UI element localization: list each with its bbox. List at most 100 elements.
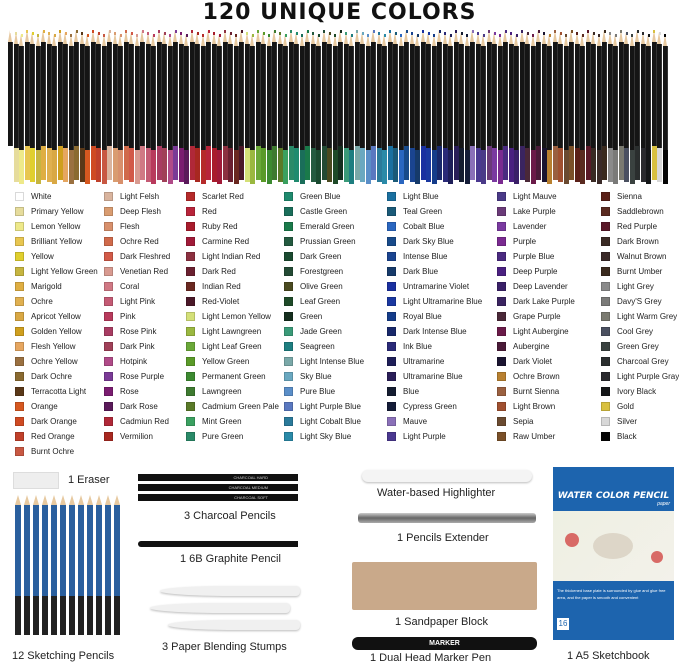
- color-swatch: [104, 282, 113, 291]
- sketchbook-subtitle: paper: [657, 501, 670, 507]
- color-item: Cadmiun Red: [104, 414, 170, 429]
- color-swatch: [186, 282, 195, 291]
- pencil: [382, 34, 387, 184]
- color-swatch: [104, 222, 113, 231]
- color-item: Pink: [104, 309, 170, 324]
- color-swatch: [15, 387, 24, 396]
- pencil: [437, 30, 442, 180]
- color-swatch: [186, 297, 195, 306]
- color-name: Leaf Green: [300, 297, 341, 306]
- color-swatch: [15, 222, 24, 231]
- color-name: Red Orange: [31, 432, 75, 441]
- sandpaper-block: [352, 562, 537, 610]
- color-name: Deep Flesh: [120, 207, 161, 216]
- color-item: Seagreen: [284, 339, 364, 354]
- color-name: Terracotta Light: [31, 387, 87, 396]
- color-swatch: [601, 357, 610, 366]
- color-name: Forestgreen: [300, 267, 344, 276]
- color-name: Indian Red: [202, 282, 241, 291]
- pencil: [574, 32, 580, 182]
- color-swatch: [497, 327, 506, 336]
- pencil: [338, 30, 343, 180]
- color-swatch: [104, 417, 113, 426]
- pencil: [530, 34, 536, 184]
- color-item: Ivory Black: [601, 384, 679, 399]
- color-name: Light Brown: [513, 402, 556, 411]
- pencil: [409, 32, 415, 182]
- color-name: Prussian Green: [300, 237, 356, 246]
- color-name: Light Blue: [403, 192, 439, 201]
- color-swatch: [497, 312, 506, 321]
- pencil: [30, 32, 35, 182]
- color-name: Cadmiun Red: [120, 417, 169, 426]
- sketchbook-title: WATER COLOR PENCIL: [557, 491, 670, 501]
- color-name: Cool Grey: [617, 327, 654, 336]
- pencil: [607, 32, 613, 182]
- color-swatch: [284, 237, 293, 246]
- pencil: [332, 34, 338, 184]
- pencil: [486, 30, 492, 180]
- color-name: Light Yellow Green: [31, 267, 98, 276]
- pencil: [151, 34, 156, 184]
- color-name: Rose Purple: [120, 372, 165, 381]
- color-item: Primary Yellow: [15, 204, 98, 219]
- color-name: Raw Umber: [513, 432, 556, 441]
- pencil: [591, 32, 596, 182]
- color-item: Teal Green: [387, 204, 482, 219]
- color-name: Lake Purple: [513, 207, 556, 216]
- color-item: Purple: [497, 234, 575, 249]
- color-swatch: [497, 417, 506, 426]
- pencil: [613, 34, 618, 184]
- pencil: [497, 34, 503, 184]
- color-name: Rose: [120, 387, 139, 396]
- pencil: [596, 34, 602, 184]
- color-column: Light Felsh Deep Flesh Flesh Ochre Red Dark …: [104, 189, 170, 444]
- color-item: Light Purple: [387, 429, 482, 444]
- color-swatch: [387, 402, 396, 411]
- color-item: Prussian Green: [284, 234, 364, 249]
- color-name: Hotpink: [120, 357, 148, 366]
- pencil: [305, 30, 310, 180]
- color-swatch: [284, 222, 293, 231]
- color-swatch: [387, 282, 396, 291]
- pencil: [453, 30, 459, 180]
- color-swatch: [284, 342, 293, 351]
- color-name: Light Ultramarine Blue: [403, 297, 483, 306]
- color-swatch: [601, 387, 610, 396]
- color-name: Yellow: [31, 252, 54, 261]
- pencil: [255, 30, 261, 180]
- color-item: Ochre: [15, 294, 98, 309]
- color-item: Dark Blue: [387, 264, 482, 279]
- color-swatch: [497, 282, 506, 291]
- color-name: Purple: [513, 237, 537, 246]
- blending-stump: [150, 603, 290, 613]
- color-swatch: [186, 432, 195, 441]
- color-item: Light Mauve: [497, 189, 575, 204]
- color-swatch: [387, 387, 396, 396]
- color-name: Sepia: [513, 417, 534, 426]
- color-item: Red Purple: [601, 219, 679, 234]
- sketching-pencil: [60, 495, 66, 635]
- color-item: Green: [284, 309, 364, 324]
- color-swatch: [387, 327, 396, 336]
- color-item: Brilliant Yellow: [15, 234, 98, 249]
- color-swatch: [284, 282, 293, 291]
- color-item: Forestgreen: [284, 264, 364, 279]
- pencil: [552, 30, 558, 180]
- color-name: Royal Blue: [403, 312, 442, 321]
- color-item: Scarlet Red: [186, 189, 279, 204]
- pencil: [233, 34, 239, 184]
- color-swatch: [601, 417, 610, 426]
- color-swatch: [601, 207, 610, 216]
- color-swatch: [601, 192, 610, 201]
- color-item: Lake Purple: [497, 204, 575, 219]
- color-swatch: [104, 327, 113, 336]
- color-item: Golden Yellow: [15, 324, 98, 339]
- color-swatch: [186, 327, 195, 336]
- color-swatch: [387, 192, 396, 201]
- color-name: Untramarine Violet: [403, 282, 470, 291]
- color-swatch: [15, 192, 24, 201]
- color-name: Sienna: [617, 192, 642, 201]
- color-item: Light Yellow Green: [15, 264, 98, 279]
- color-item: Light Sky Blue: [284, 429, 364, 444]
